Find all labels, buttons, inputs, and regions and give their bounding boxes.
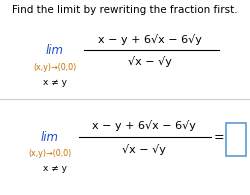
Text: =: = [214, 131, 224, 144]
Text: x ≠ y: x ≠ y [43, 78, 67, 87]
Text: (x,y)→(0,0): (x,y)→(0,0) [34, 63, 76, 72]
Text: √x − √y: √x − √y [128, 56, 172, 67]
Text: x − y + 6√x − 6√y: x − y + 6√x − 6√y [98, 35, 202, 45]
Text: x ≠ y: x ≠ y [43, 164, 67, 173]
Text: √x − √y: √x − √y [122, 144, 166, 155]
Text: lim: lim [41, 131, 59, 144]
Text: x − y + 6√x − 6√y: x − y + 6√x − 6√y [92, 120, 196, 131]
FancyBboxPatch shape [226, 123, 246, 156]
Text: Find the limit by rewriting the fraction first.: Find the limit by rewriting the fraction… [12, 5, 238, 15]
Text: lim: lim [46, 44, 64, 57]
Text: (x,y)→(0,0): (x,y)→(0,0) [28, 149, 72, 158]
